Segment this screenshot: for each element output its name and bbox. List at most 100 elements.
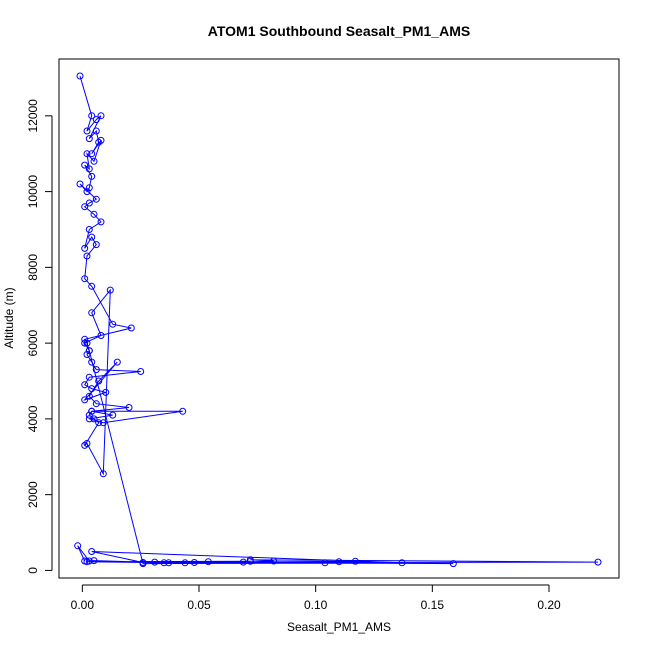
data-point [85,184,93,192]
series-points [74,72,602,568]
data-point [92,195,100,203]
data-point [81,396,89,404]
data-point [92,241,100,249]
y-tick-label: 10000 [26,175,40,209]
data-point [88,172,96,180]
data-point [335,558,343,566]
y-tick-label: 0 [26,567,40,574]
data-point [125,404,133,411]
data-point [139,559,147,566]
y-tick-label: 12000 [26,99,40,133]
data-point [88,358,96,366]
data-point [92,366,100,374]
data-point [92,116,100,124]
data-point [95,419,103,427]
data-point [88,282,96,290]
data-point [81,381,89,389]
data-point [88,150,96,158]
data-point [83,252,91,260]
y-tick-label: 4000 [26,405,40,432]
data-point [97,112,105,120]
y-axis: 0 2000 4000 6000 8000 10000 12000 [26,99,53,574]
data-point [127,324,135,332]
data-point [106,286,114,294]
data-point [76,180,84,188]
data-point [85,392,93,400]
data-point [81,275,89,283]
data-point [95,138,103,146]
x-tick-label: 0.05 [187,598,211,612]
data-point [81,161,89,169]
data-point [85,415,93,423]
data-point [160,559,168,567]
data-point [85,199,93,207]
x-axis: 0.00 0.05 0.10 0.15 0.20 [71,584,561,612]
data-point [594,558,602,566]
data-point [85,226,93,233]
data-point [181,559,189,567]
y-axis-label: Altitude (m) [2,287,16,348]
data-point [74,542,82,550]
data-point [190,559,198,566]
data-point [109,320,117,328]
data-point [351,557,359,565]
series-lines [77,75,599,565]
y-tick-label: 8000 [26,254,40,281]
data-point [81,244,89,252]
data-point [83,440,91,447]
data-point [239,558,247,566]
x-axis-label: Seasalt_PM1_AMS [287,620,391,634]
data-point [97,332,105,339]
data-point [179,407,187,415]
data-point [83,150,91,158]
data-point [81,441,89,449]
data-point [88,548,96,555]
data-point [97,136,105,144]
data-point [83,188,91,196]
data-point [85,557,93,565]
data-point [81,557,89,565]
data-point [88,407,96,415]
data-point [88,309,96,317]
data-point [90,157,98,165]
data-point [85,135,93,143]
data-point [85,165,93,173]
data-point [449,560,457,568]
data-point [204,558,212,566]
data-point [97,218,105,226]
x-tick-label: 0.15 [421,598,445,612]
data-point [88,385,96,393]
data-point [113,358,121,366]
data-point [109,411,117,419]
series-line [77,75,599,565]
data-point [85,347,93,355]
data-point [398,559,406,567]
data-point [270,557,278,565]
y-tick-label: 2000 [26,481,40,508]
data-point [81,203,89,211]
data-point [81,339,89,347]
data-point [151,558,159,566]
x-tick-label: 0.20 [537,598,561,612]
data-point [90,210,98,218]
data-point [76,72,84,80]
data-point [85,373,93,381]
x-tick-label: 0.00 [71,598,95,612]
x-tick-label: 0.10 [304,598,328,612]
y-tick-label: 6000 [26,329,40,356]
data-point [90,415,98,423]
data-point [81,335,89,343]
data-point [83,339,91,347]
data-point [88,112,96,120]
chart-title: ATOM1 Southbound Seasalt_PM1_AMS [208,23,470,39]
plot-frame [58,58,620,579]
data-point [99,470,107,478]
data-point [321,559,329,567]
data-point [85,411,93,419]
data-point [92,400,100,408]
data-point [95,377,103,385]
data-point [137,368,145,375]
data-point [165,559,173,567]
data-point [90,557,98,565]
